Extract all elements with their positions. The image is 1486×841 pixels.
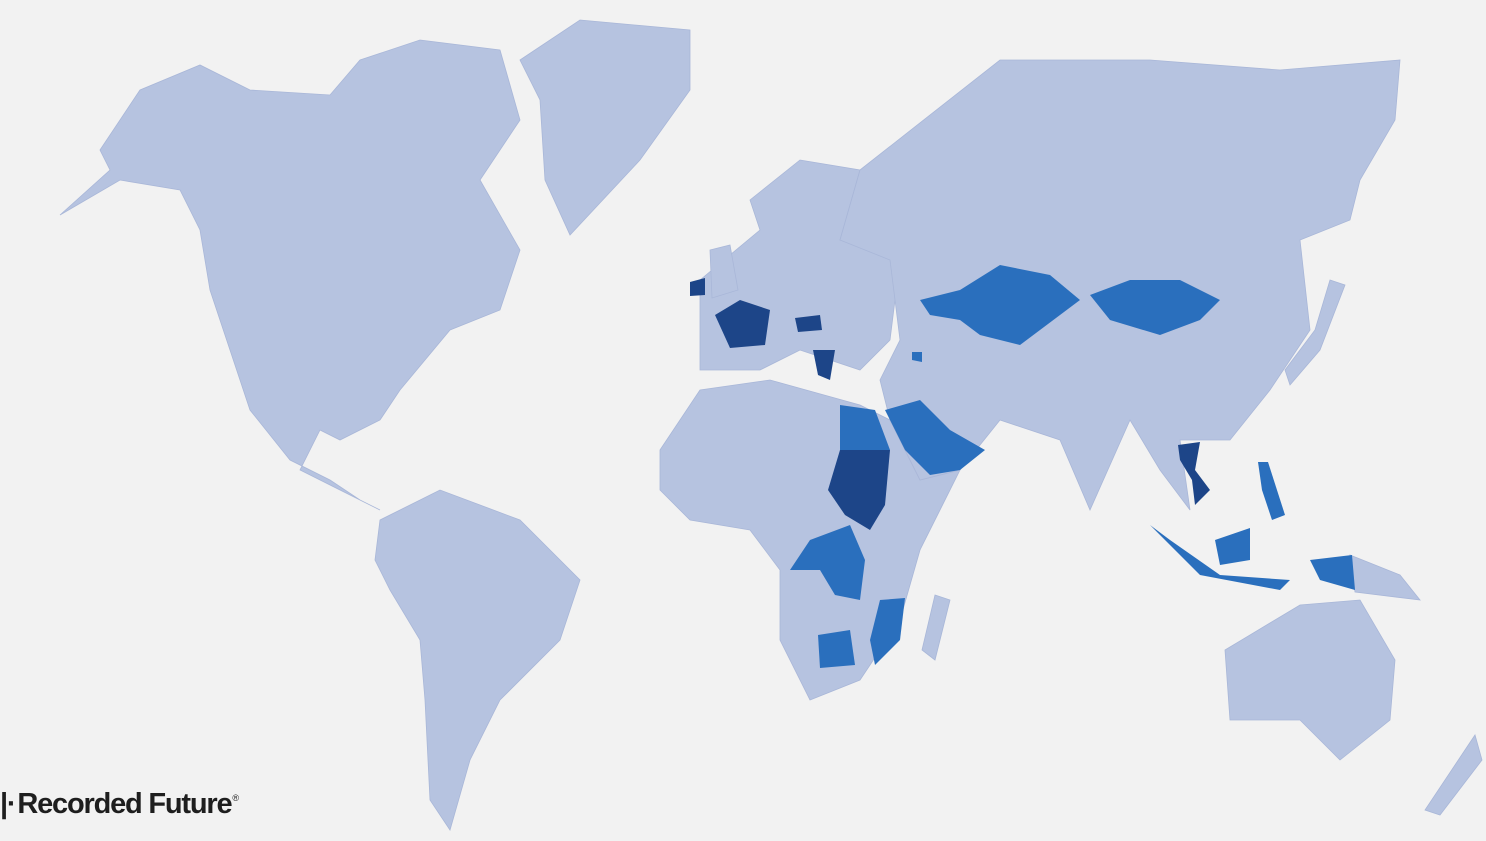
country-mongolia xyxy=(1090,280,1220,335)
uk xyxy=(709,244,739,299)
new-guinea xyxy=(1349,554,1421,601)
south-america xyxy=(374,489,581,831)
logo-mark: |· xyxy=(0,788,17,820)
country-greece xyxy=(813,350,835,380)
country-indonesia-borneo xyxy=(1215,528,1250,565)
registered-mark: ® xyxy=(232,793,240,803)
logo-text: Recorded Future xyxy=(17,788,232,820)
country-indonesia-papua xyxy=(1310,555,1355,590)
country-mozambique xyxy=(870,598,905,665)
base-land xyxy=(59,19,1483,831)
greenland xyxy=(519,19,691,236)
country-hungary xyxy=(795,315,822,332)
country-sudan xyxy=(828,450,890,530)
recorded-future-logo: |· Recorded Future ® xyxy=(0,788,239,821)
country-egypt xyxy=(840,405,890,450)
country-kazakhstan xyxy=(920,265,1080,345)
country-dr-congo xyxy=(790,525,865,600)
country-ireland xyxy=(690,278,705,296)
japan xyxy=(1284,279,1346,386)
country-botswana xyxy=(818,630,855,668)
australia xyxy=(1224,599,1396,761)
country-saudi-arabia xyxy=(885,400,985,475)
country-indonesia-sumatra-java xyxy=(1150,525,1290,590)
country-vietnam xyxy=(1178,442,1210,505)
country-france xyxy=(715,300,770,348)
highlighted-countries xyxy=(690,265,1355,668)
country-armenia xyxy=(912,352,922,362)
north-america xyxy=(59,39,521,511)
new-zealand xyxy=(1424,734,1483,816)
country-philippines xyxy=(1258,462,1285,520)
madagascar xyxy=(921,594,951,661)
